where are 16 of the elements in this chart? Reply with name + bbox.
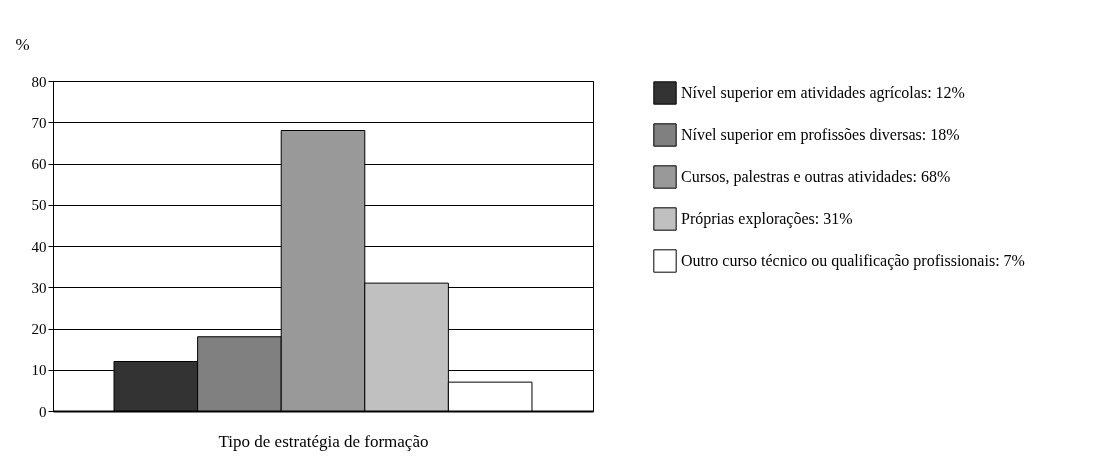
y-tick-label: 20 [31, 321, 47, 337]
legend-label: Cursos, palestras e outras atividades: 68% [681, 168, 951, 186]
legend-label: Nível superior em atividades agrícolas: 12% [681, 84, 965, 102]
legend-label: Outro curso técnico ou qualificação profissionais: 7% [681, 252, 1025, 270]
legend-label: Próprias explorações: 31% [681, 210, 853, 228]
y-tick-label: 60 [31, 156, 47, 172]
x-axis-title: Tipo de estratégia de formação [218, 431, 429, 451]
y-tick-label: 80 [31, 73, 47, 90]
y-tick-label: 30 [31, 279, 47, 296]
legend-label: Nível superior em profissões diversas: 18% [681, 126, 960, 144]
y-tick-label: 40 [31, 238, 47, 255]
y-tick-label: 0 [39, 403, 47, 420]
y-tick-label: 10 [31, 362, 47, 379]
y-tick-label: 50 [31, 197, 47, 214]
y-tick-label: 70 [31, 114, 47, 131]
y-axis-title: % [15, 34, 30, 54]
